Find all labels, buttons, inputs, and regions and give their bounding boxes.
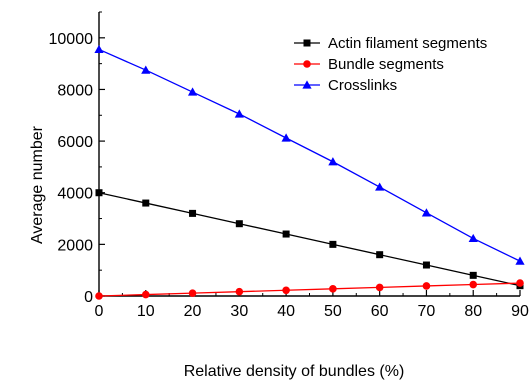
x-tick-label: 60: [371, 303, 389, 320]
legend-marker: [303, 39, 311, 47]
data-point: [282, 230, 290, 238]
legend-entry: Actin filament segments: [294, 35, 487, 52]
data-point: [282, 286, 290, 295]
legend-marker: [303, 60, 311, 68]
data-point: [94, 44, 104, 54]
y-axis-title: Average number: [29, 125, 46, 244]
data-point: [469, 271, 477, 279]
x-tick-label: 70: [418, 303, 436, 320]
legend-entry: Bundle segments: [294, 56, 444, 73]
legend-label: Actin filament segments: [328, 35, 487, 52]
legend-entry: Crosslinks: [294, 77, 397, 94]
data-point: [421, 208, 432, 217]
legend-label: Bundle segments: [328, 56, 444, 73]
data-point: [329, 285, 337, 293]
x-axis-title: Relative density of bundles (%): [184, 363, 405, 380]
y-tick-label: 2000: [57, 237, 93, 254]
y-tick-label: 8000: [57, 82, 93, 99]
data-point: [422, 282, 431, 290]
x-tick-label: 40: [277, 303, 295, 320]
data-point: [95, 292, 103, 300]
legend-label: Crosslinks: [328, 77, 397, 94]
y-tick-label: 4000: [57, 186, 93, 203]
data-point: [141, 290, 150, 299]
legend: Actin filament segments Bundle segments Cr…: [294, 35, 487, 94]
series-line: [98, 192, 521, 287]
data-point: [142, 199, 150, 207]
y-tick-label: 10000: [49, 31, 94, 48]
data-point: [141, 65, 151, 74]
x-tick-label: 30: [230, 303, 248, 320]
data-point: [235, 287, 244, 296]
series-line: [98, 282, 521, 297]
data-point: [329, 240, 337, 248]
series-0: [95, 189, 524, 290]
series-2: [94, 44, 525, 265]
x-tick-label: 0: [95, 303, 104, 320]
data-point: [95, 189, 103, 197]
y-tick-label: 6000: [57, 134, 93, 151]
series-layer: [94, 44, 525, 300]
data-point: [189, 209, 197, 217]
x-tick-label: 80: [464, 303, 482, 320]
series-line: [98, 48, 521, 262]
x-tick-label: 90: [511, 303, 529, 320]
legend-marker: [302, 80, 312, 89]
data-point: [516, 279, 524, 287]
data-point: [515, 256, 525, 265]
axes: 0 10 20 30 40 50 60 70 80 90 0 2000 4000 6000 8000 1000…: [49, 11, 529, 320]
data-point: [328, 157, 338, 166]
data-point: [235, 220, 243, 228]
x-tick-label: 50: [324, 303, 342, 320]
x-tick-label: 20: [184, 303, 202, 320]
data-point: [281, 133, 291, 142]
data-point: [187, 87, 198, 96]
y-tick-label: 0: [84, 289, 93, 306]
data-point: [422, 261, 430, 269]
data-point: [234, 109, 244, 118]
x-tick-label: 10: [137, 303, 155, 320]
data-point: [468, 233, 478, 243]
series-1: [95, 279, 524, 300]
data-point: [375, 283, 384, 292]
data-point: [376, 251, 384, 259]
data-point: [469, 280, 478, 289]
data-point: [375, 182, 385, 191]
data-point: [188, 289, 197, 297]
